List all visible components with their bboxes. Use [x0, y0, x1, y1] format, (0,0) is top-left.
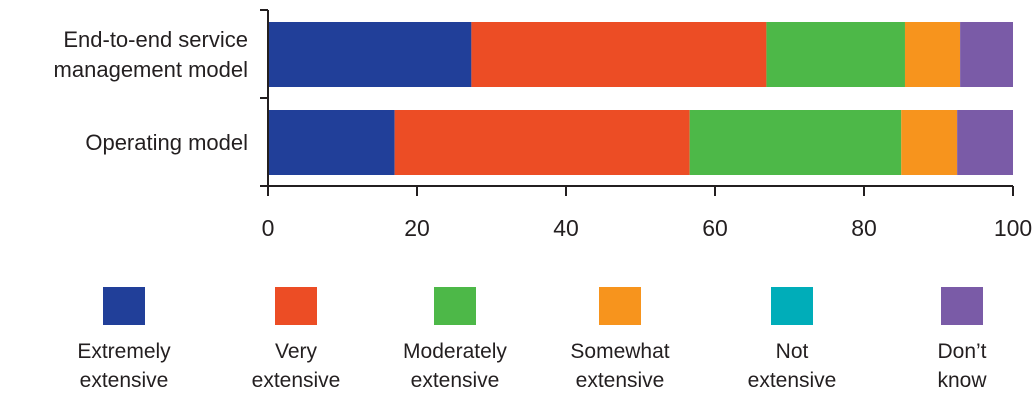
- legend-swatch: [941, 287, 983, 325]
- x-tick-label: 100: [994, 215, 1032, 241]
- legend-label: Somewhat: [570, 340, 669, 363]
- axis-layer: 0 20 40 60 80 100: [260, 9, 1032, 241]
- legend-label: Not: [776, 340, 809, 363]
- bar-segment: [957, 110, 1013, 175]
- category-label: End-to-end service: [63, 27, 248, 52]
- legend-label: Extremely: [77, 340, 171, 363]
- category-label: Operating model: [85, 130, 248, 155]
- legend-label: extensive: [576, 369, 665, 392]
- legend-label: extensive: [411, 369, 500, 392]
- legend-label: know: [937, 369, 987, 392]
- x-tick-label: 80: [851, 215, 877, 241]
- bars-layer: [268, 22, 1013, 175]
- x-tick-label: 40: [553, 215, 579, 241]
- bar-segment: [689, 110, 902, 175]
- legend-swatch: [103, 287, 145, 325]
- x-tick-label: 20: [404, 215, 430, 241]
- x-tick-label: 60: [702, 215, 728, 241]
- legend-label: extensive: [748, 369, 837, 392]
- bar-segment: [766, 22, 905, 87]
- legend-label: Moderately: [403, 340, 507, 363]
- bar-segment: [904, 22, 961, 87]
- legend-label: Very: [275, 340, 318, 363]
- legend-swatch: [434, 287, 476, 325]
- bar-segment: [394, 110, 690, 175]
- legend-label: extensive: [252, 369, 341, 392]
- bar-segment: [960, 22, 1013, 87]
- bar-segment: [471, 22, 767, 87]
- bar-segment: [268, 110, 395, 175]
- x-tick-label: 0: [262, 215, 275, 241]
- bar-segment: [268, 22, 472, 87]
- legend-label: extensive: [80, 369, 169, 392]
- legend-swatch: [599, 287, 641, 325]
- labels-layer: End-to-end service management model Operat…: [54, 27, 248, 155]
- legend-swatch: [275, 287, 317, 325]
- legend: Extremely extensive Very extensive Moderatel…: [77, 287, 987, 392]
- bar-segment: [901, 110, 958, 175]
- legend-label: Don’t: [937, 340, 986, 363]
- category-label: management model: [54, 57, 248, 82]
- legend-swatch: [771, 287, 813, 325]
